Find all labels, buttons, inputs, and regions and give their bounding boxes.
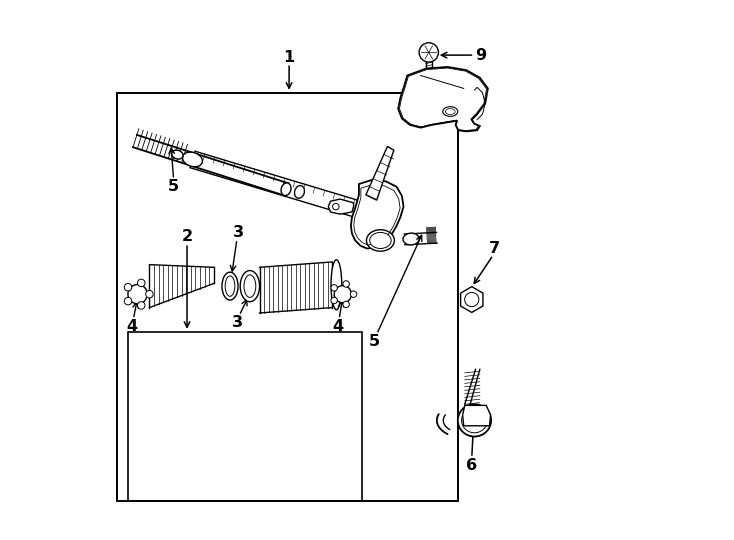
Ellipse shape xyxy=(366,230,394,251)
Circle shape xyxy=(137,279,145,287)
Circle shape xyxy=(343,281,349,287)
Ellipse shape xyxy=(294,186,305,198)
Polygon shape xyxy=(462,406,490,426)
Text: 5: 5 xyxy=(168,179,179,194)
Text: 4: 4 xyxy=(126,319,137,334)
Circle shape xyxy=(331,297,338,303)
Ellipse shape xyxy=(446,109,455,114)
Text: 2: 2 xyxy=(181,229,192,244)
Ellipse shape xyxy=(225,276,235,296)
Polygon shape xyxy=(366,146,394,200)
Circle shape xyxy=(128,285,148,304)
Circle shape xyxy=(124,284,132,291)
Circle shape xyxy=(334,286,352,303)
Text: 7: 7 xyxy=(490,241,501,256)
Ellipse shape xyxy=(403,233,419,245)
Circle shape xyxy=(465,293,479,307)
Text: 5: 5 xyxy=(368,334,379,349)
Ellipse shape xyxy=(183,152,203,167)
Text: 9: 9 xyxy=(476,48,487,63)
Circle shape xyxy=(333,204,339,210)
Ellipse shape xyxy=(244,275,255,298)
Text: 6: 6 xyxy=(466,457,477,472)
Circle shape xyxy=(350,291,357,298)
Text: 1: 1 xyxy=(283,50,294,65)
Text: 8: 8 xyxy=(435,96,447,111)
Ellipse shape xyxy=(240,271,260,302)
Bar xyxy=(128,332,362,501)
Text: 3: 3 xyxy=(233,225,244,240)
Circle shape xyxy=(124,298,132,305)
Ellipse shape xyxy=(443,107,458,116)
Polygon shape xyxy=(461,287,483,313)
Bar xyxy=(117,93,458,501)
Circle shape xyxy=(331,285,338,291)
Circle shape xyxy=(343,301,349,308)
Ellipse shape xyxy=(222,272,238,300)
Circle shape xyxy=(137,302,145,309)
Circle shape xyxy=(145,291,153,298)
Ellipse shape xyxy=(462,408,487,433)
Circle shape xyxy=(419,43,438,62)
Polygon shape xyxy=(328,199,354,214)
Ellipse shape xyxy=(281,183,291,195)
Ellipse shape xyxy=(458,404,491,436)
Polygon shape xyxy=(351,180,404,248)
Polygon shape xyxy=(398,67,488,131)
Ellipse shape xyxy=(370,232,391,248)
Ellipse shape xyxy=(331,260,342,310)
Text: 4: 4 xyxy=(332,319,343,334)
Ellipse shape xyxy=(172,150,183,159)
Text: 3: 3 xyxy=(231,315,242,330)
